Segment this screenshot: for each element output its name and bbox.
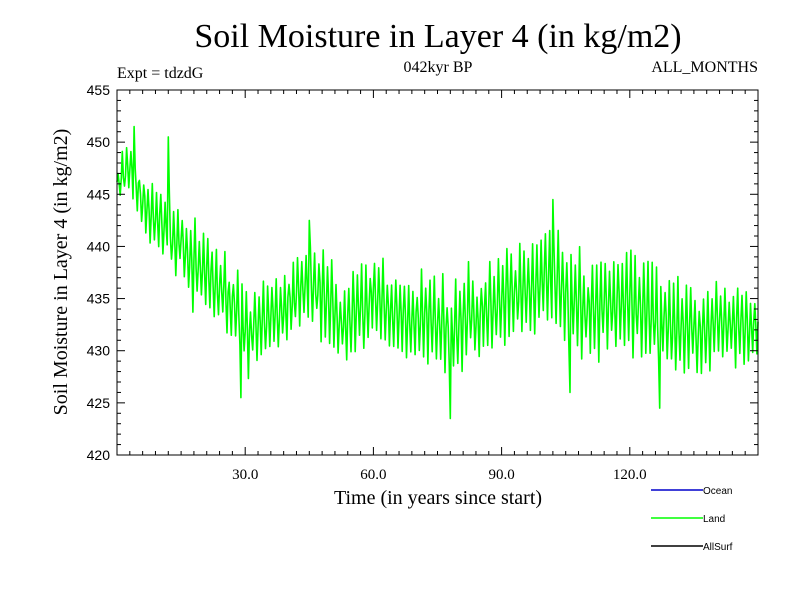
y-tick-label: 440 bbox=[87, 238, 111, 254]
y-tick-label: 425 bbox=[87, 395, 111, 411]
legend-allsurf-label: AllSurf bbox=[703, 542, 733, 553]
x-tick-label: 90.0 bbox=[488, 467, 514, 483]
x-axis: 30.0 60.0 90.0 120.0 bbox=[129, 90, 746, 483]
x-tick-label: 120.0 bbox=[613, 467, 647, 483]
legend: Ocean Land AllSurf bbox=[651, 486, 733, 553]
y-tick-label: 435 bbox=[87, 291, 111, 307]
x-axis-label: Time (in years since start) bbox=[334, 487, 542, 509]
chart-title: Soil Moisture in Layer 4 (in kg/m2) bbox=[194, 18, 681, 55]
months-label: ALL_MONTHS bbox=[651, 59, 758, 76]
land-series-line bbox=[116, 125, 759, 420]
x-tick-label: 60.0 bbox=[360, 467, 386, 483]
y-tick-label: 430 bbox=[87, 343, 111, 359]
y-axis-label: Soil Moisture in Layer 4 (in kg/m2) bbox=[50, 129, 72, 416]
y-tick-label: 445 bbox=[87, 186, 111, 202]
y-tick-label: 450 bbox=[87, 134, 111, 150]
experiment-label: Expt = tdzdG bbox=[117, 65, 204, 82]
legend-ocean-label: Ocean bbox=[703, 486, 732, 497]
period-label: 042kyr BP bbox=[404, 59, 473, 76]
legend-land-label: Land bbox=[703, 514, 725, 525]
x-tick-label: 30.0 bbox=[232, 467, 258, 483]
y-tick-label: 455 bbox=[87, 82, 111, 98]
y-tick-label: 420 bbox=[87, 447, 111, 463]
land-series-path bbox=[116, 125, 759, 420]
y-axis: 420 425 430 435 440 445 450 455 bbox=[87, 82, 758, 463]
